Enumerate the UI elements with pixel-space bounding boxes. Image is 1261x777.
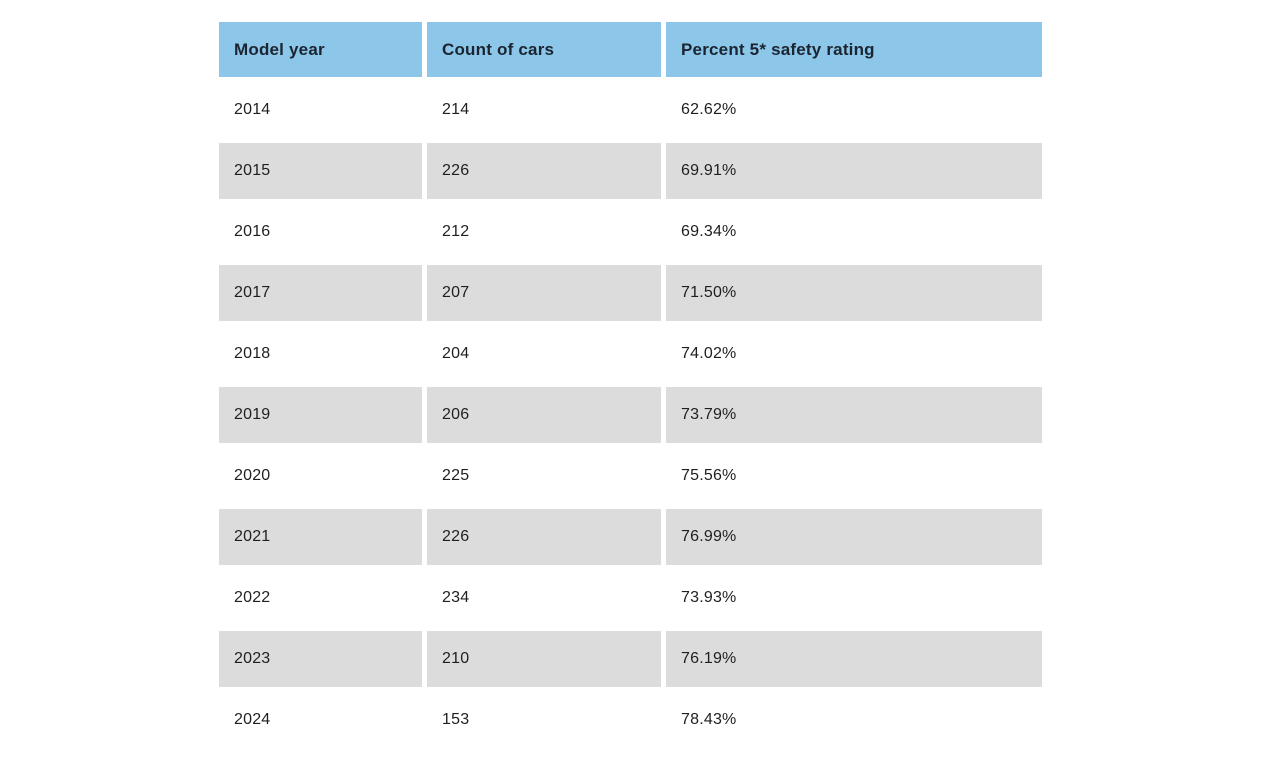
column-header-count-of-cars: Count of cars xyxy=(427,22,661,77)
cell-model-year: 2018 xyxy=(219,326,422,382)
cell-count: 207 xyxy=(427,265,661,321)
cell-count: 225 xyxy=(427,448,661,504)
cell-model-year: 2014 xyxy=(219,82,422,138)
cell-count: 210 xyxy=(427,631,661,687)
column-header-percent-safety-rating: Percent 5* safety rating xyxy=(666,22,1042,77)
cell-model-year: 2016 xyxy=(219,204,422,260)
cell-count: 204 xyxy=(427,326,661,382)
cell-percent: 74.02% xyxy=(666,326,1042,382)
cell-model-year: 2022 xyxy=(219,570,422,626)
cell-model-year: 2017 xyxy=(219,265,422,321)
cell-percent: 62.62% xyxy=(666,82,1042,138)
cell-count: 234 xyxy=(427,570,661,626)
model-year-safety-table: Model year Count of cars Percent 5* safe… xyxy=(219,22,1042,748)
cell-percent: 73.93% xyxy=(666,570,1042,626)
cell-percent: 69.91% xyxy=(666,143,1042,199)
cell-count: 153 xyxy=(427,692,661,748)
cell-percent: 76.99% xyxy=(666,509,1042,565)
column-header-model-year: Model year xyxy=(219,22,422,77)
cell-model-year: 2015 xyxy=(219,143,422,199)
cell-count: 206 xyxy=(427,387,661,443)
cell-count: 226 xyxy=(427,509,661,565)
cell-percent: 75.56% xyxy=(666,448,1042,504)
cell-model-year: 2024 xyxy=(219,692,422,748)
cell-percent: 69.34% xyxy=(666,204,1042,260)
cell-model-year: 2021 xyxy=(219,509,422,565)
cell-percent: 76.19% xyxy=(666,631,1042,687)
cell-percent: 71.50% xyxy=(666,265,1042,321)
cell-model-year: 2023 xyxy=(219,631,422,687)
cell-percent: 78.43% xyxy=(666,692,1042,748)
cell-model-year: 2019 xyxy=(219,387,422,443)
cell-model-year: 2020 xyxy=(219,448,422,504)
cell-percent: 73.79% xyxy=(666,387,1042,443)
cell-count: 212 xyxy=(427,204,661,260)
cell-count: 214 xyxy=(427,82,661,138)
cell-count: 226 xyxy=(427,143,661,199)
